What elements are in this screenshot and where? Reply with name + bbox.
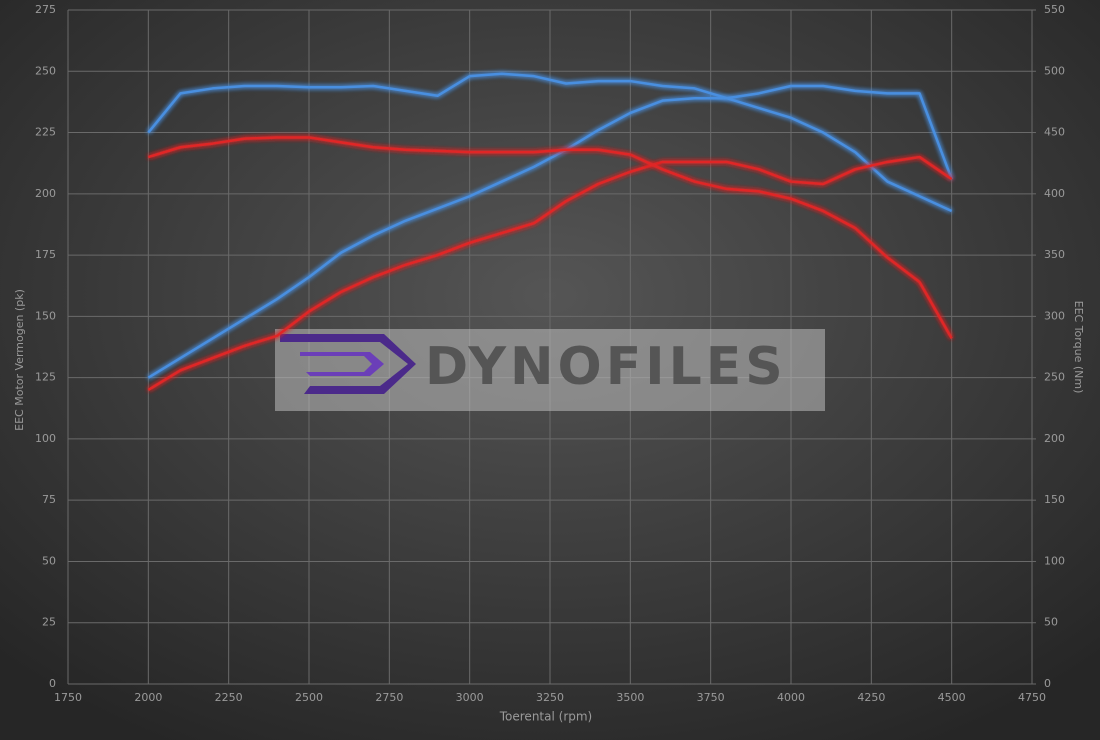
y2-tick-label: 500: [1044, 64, 1065, 77]
y2-tick-label: 250: [1044, 371, 1065, 384]
x-tick-label: 3750: [697, 691, 725, 704]
y-tick-label: 150: [35, 309, 56, 322]
series-line: [147, 84, 953, 379]
x-tick-label: 4500: [938, 691, 966, 704]
x-tick-label: 4750: [1018, 691, 1046, 704]
y-tick-label: 75: [42, 493, 56, 506]
y2-tick-label: 550: [1044, 3, 1065, 16]
y2-tick-label: 50: [1044, 616, 1058, 629]
x-tick-label: 2500: [295, 691, 323, 704]
y-tick-label: 275: [35, 3, 56, 16]
y-tick-label: 100: [35, 432, 56, 445]
x-tick-label: 1750: [54, 691, 82, 704]
x-tick-label: 4250: [857, 691, 885, 704]
y-tick-label: 250: [35, 64, 56, 77]
x-tick-label: 2250: [215, 691, 243, 704]
x-tick-label: 2750: [375, 691, 403, 704]
y-tick-label: 125: [35, 371, 56, 384]
y2-tick-label: 300: [1044, 309, 1065, 322]
x-tick-label: 2000: [134, 691, 162, 704]
y-tick-label: 225: [35, 126, 56, 139]
y-axis-label: EEC Motor Vermogen (pk): [13, 289, 26, 431]
y2-tick-label: 200: [1044, 432, 1065, 445]
watermark: DYNOFILES: [275, 329, 825, 411]
series-line: [147, 136, 953, 340]
y-tick-label: 175: [35, 248, 56, 261]
series-line: [147, 155, 953, 391]
y2-axis-label: EEC Torque (Nm): [1072, 301, 1085, 394]
x-axis-label: Toerental (rpm): [499, 710, 592, 724]
x-tick-label: 3500: [616, 691, 644, 704]
y2-tick-label: 400: [1044, 187, 1065, 200]
x-tick-label: 3000: [456, 691, 484, 704]
y2-tick-label: 450: [1044, 126, 1065, 139]
y2-tick-label: 100: [1044, 554, 1065, 567]
watermark-text: DYNOFILES: [425, 337, 787, 397]
series-line: [147, 72, 953, 213]
y2-tick-label: 350: [1044, 248, 1065, 261]
x-tick-label: 4000: [777, 691, 805, 704]
y2-tick-label: 0: [1044, 677, 1051, 690]
y-tick-label: 0: [49, 677, 56, 690]
y-tick-label: 200: [35, 187, 56, 200]
y2-tick-label: 150: [1044, 493, 1065, 506]
y-tick-label: 50: [42, 554, 56, 567]
y-tick-label: 25: [42, 616, 56, 629]
x-tick-label: 3250: [536, 691, 564, 704]
